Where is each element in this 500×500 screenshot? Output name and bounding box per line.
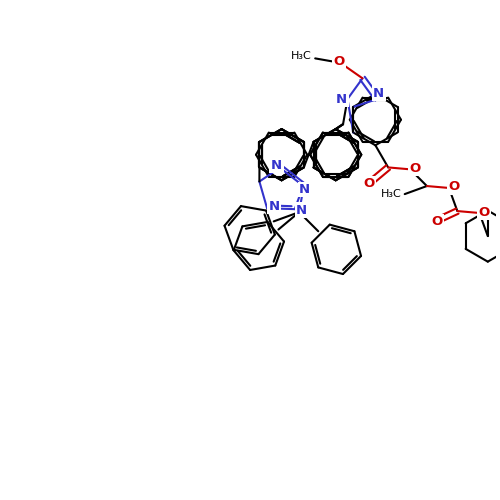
Text: H₃C: H₃C	[380, 189, 402, 199]
Text: N: N	[268, 200, 280, 212]
Text: O: O	[410, 162, 420, 175]
Text: N: N	[336, 92, 347, 106]
Text: N: N	[271, 158, 282, 172]
Text: O: O	[431, 216, 442, 228]
Text: N: N	[373, 86, 384, 100]
Text: O: O	[448, 180, 460, 194]
Text: O: O	[334, 55, 345, 68]
Text: O: O	[478, 206, 490, 218]
Text: H₃C: H₃C	[291, 52, 312, 62]
Text: O: O	[364, 177, 375, 190]
Text: N: N	[299, 183, 310, 196]
Text: N: N	[296, 204, 307, 216]
